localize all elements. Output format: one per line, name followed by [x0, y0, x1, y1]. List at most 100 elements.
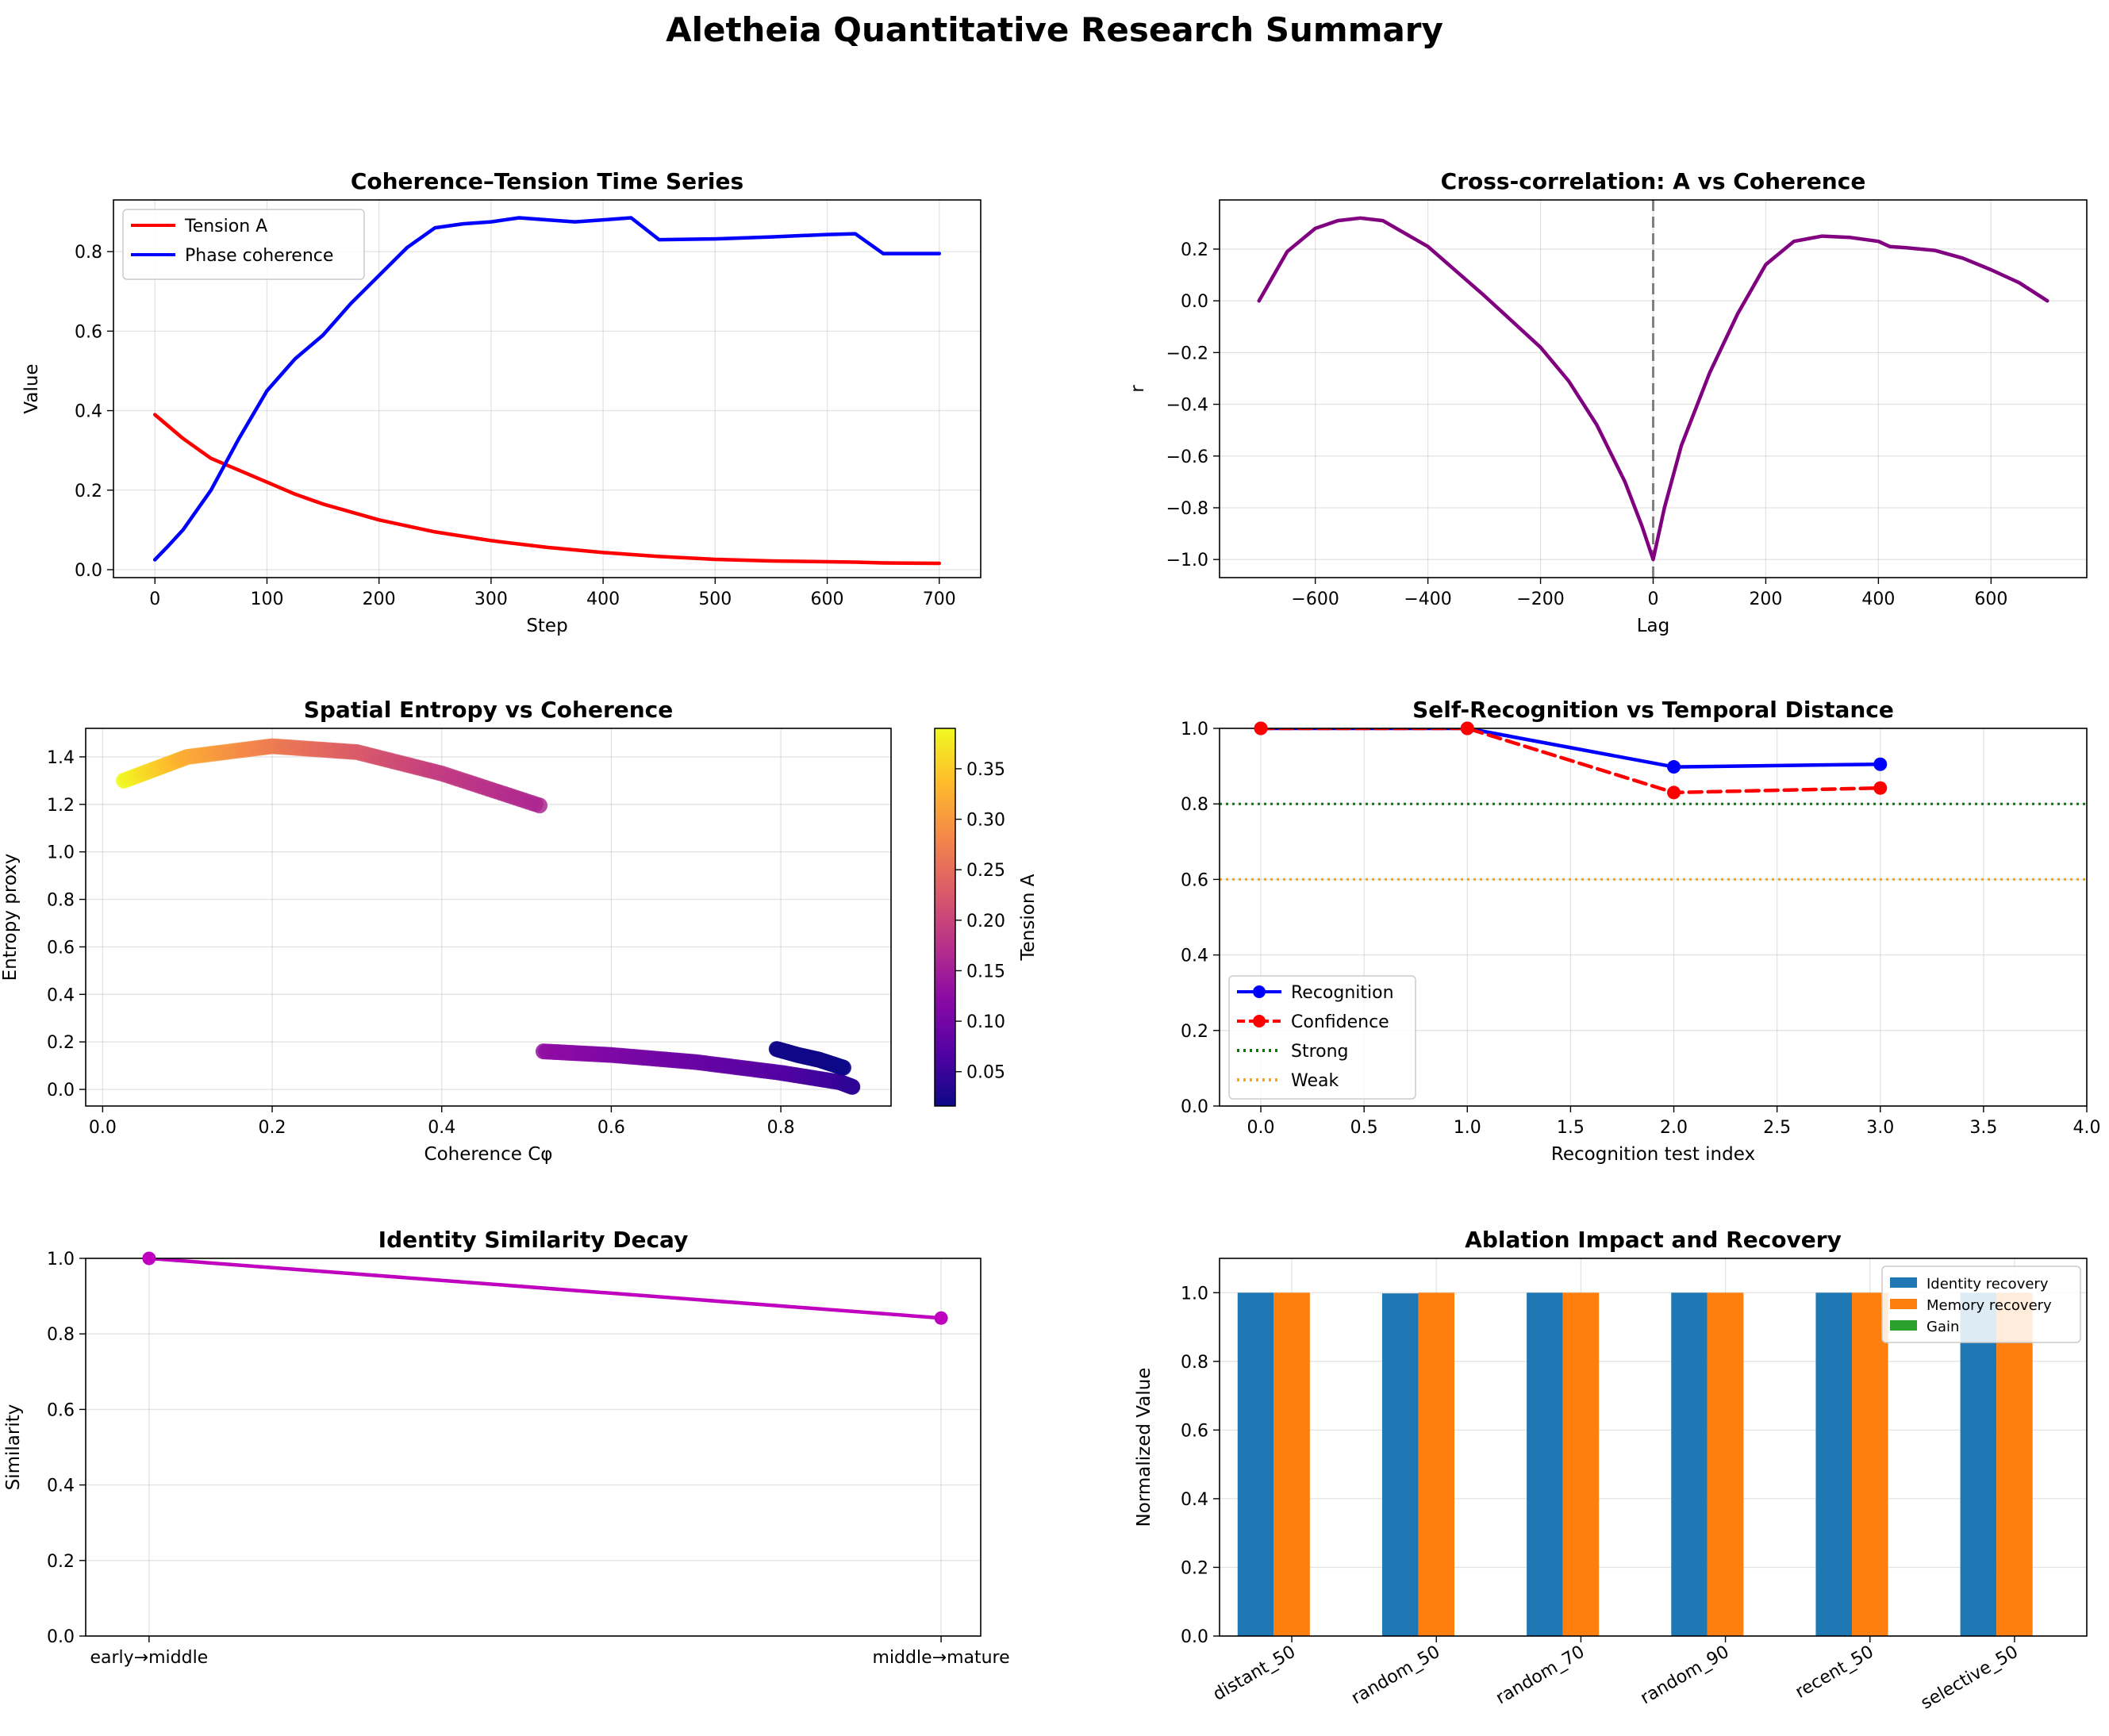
- legend-swatch: [1890, 1299, 1917, 1309]
- colorbar-label: Tension A: [1018, 874, 1039, 961]
- x-tick-label: 0: [149, 590, 160, 609]
- y-tick-label: 0.6: [47, 938, 75, 958]
- legend-entry: Tension A: [184, 217, 267, 236]
- y-tick-label: 1.0: [47, 843, 75, 863]
- legend-entry: Identity recovery: [1927, 1276, 2049, 1292]
- x-tick-label: 0.0: [89, 1118, 117, 1138]
- data-point: [1460, 721, 1474, 735]
- legend-entry: Gain: [1927, 1319, 1959, 1335]
- y-tick-label: 0.8: [47, 1325, 75, 1345]
- bar: [1851, 1292, 1888, 1636]
- panel-ablation: distant_50 random_50 random_70 random_90 rec…: [1134, 1227, 2088, 1714]
- y-tick-label: 0.0: [1181, 1627, 1208, 1647]
- y-tick-label: 1.0: [1181, 720, 1208, 739]
- y-tick-label: 0.0: [1181, 1097, 1208, 1117]
- data-point: [1254, 721, 1268, 735]
- panel-title: Spatial Entropy vs Coherence: [304, 697, 674, 723]
- y-tick-label: 0.6: [75, 322, 102, 342]
- y-tick-label: 1.0: [47, 1250, 75, 1269]
- colorbar-tick-label: 0.05: [966, 1063, 1005, 1083]
- legend-marker: [1253, 1015, 1266, 1027]
- plot-area: [1237, 1292, 2033, 1636]
- y-axis-label: Normalized Value: [1134, 1368, 1154, 1527]
- plot-area: [152, 216, 942, 566]
- legend: Tension A Phase coherence: [122, 209, 365, 280]
- y-tick-label: 0.4: [75, 402, 102, 422]
- data-point: [1667, 760, 1681, 774]
- y-axis-label: r: [1127, 385, 1148, 393]
- x-tick-label: 4.0: [2073, 1118, 2101, 1138]
- x-tick-label: 0.0: [1247, 1118, 1275, 1138]
- plot-area: [147, 1258, 943, 1320]
- legend-entry: Weak: [1291, 1071, 1339, 1091]
- y-tick-label: 0.2: [1181, 1558, 1208, 1578]
- x-axis-label: Step: [526, 616, 567, 636]
- y-tick-label: 0.0: [75, 561, 102, 581]
- panel-title: Cross-correlation: A vs Coherence: [1441, 168, 1866, 194]
- legend: Recognition Confidence Strong Weak: [1228, 975, 1416, 1100]
- bar: [1960, 1292, 1997, 1636]
- x-tick-label: 200: [363, 590, 396, 609]
- x-tick-label: 1.5: [1557, 1118, 1585, 1138]
- scatter-point: [844, 1078, 861, 1095]
- x-axis-label: Recognition test index: [1551, 1144, 1755, 1165]
- y-tick-label: 0.6: [1181, 1421, 1208, 1441]
- y-tick-label: 0.4: [47, 985, 75, 1005]
- series-line-1: [152, 216, 942, 562]
- y-tick-label: 0.8: [75, 243, 102, 263]
- x-tick-label: 0: [1648, 590, 1659, 609]
- legend-frame: [122, 209, 365, 280]
- series-line-0: [1258, 728, 1883, 769]
- axes-frame: [1219, 728, 2088, 1107]
- colorbar-tick-label: 0.15: [966, 962, 1005, 981]
- x-tick-label: 600: [1974, 590, 2007, 609]
- colorbar-tick-label: 0.25: [966, 861, 1005, 881]
- y-tick-label: 0.2: [47, 1033, 75, 1053]
- panel-recognition: 0.0 0.5 1.0 1.5 2.0 2.5 3.0 3.5 4.0 0.0 0.2 0.4 0.6 0…: [1181, 697, 2101, 1165]
- legend: Identity recovery Memory recovery Gain: [1881, 1266, 2081, 1343]
- y-tick-label: 0.2: [1181, 1022, 1208, 1042]
- y-tick-label: 0.4: [1181, 1490, 1208, 1510]
- bar: [1671, 1292, 1708, 1636]
- bar: [1562, 1292, 1600, 1636]
- x-tick-label: −600: [1291, 590, 1339, 609]
- y-tick-label: 0.8: [47, 891, 75, 911]
- plot-area: [1220, 728, 2087, 881]
- x-tick-label: 2.5: [1763, 1118, 1791, 1138]
- y-tick-label: 1.0: [1181, 1284, 1208, 1304]
- bar: [1996, 1292, 2033, 1636]
- axes-frame: [1219, 1258, 2088, 1637]
- y-tick-label: 0.2: [47, 1552, 75, 1572]
- x-tick-label: 100: [250, 590, 283, 609]
- x-tick-label: 400: [586, 590, 620, 609]
- legend-swatch: [1890, 1320, 1917, 1331]
- x-tick-label: 300: [474, 590, 508, 609]
- figure-title: Aletheia Quantitative Research Summary: [666, 10, 1443, 49]
- panel-title: Identity Similarity Decay: [378, 1227, 689, 1253]
- y-tick-label: 0.0: [1181, 292, 1208, 312]
- bar: [1815, 1292, 1852, 1636]
- panel-xcorr: −600 −400 −200 0 200 400 600 −1.0 −0.8 −0.6 −0.4 −0…: [1127, 168, 2088, 636]
- x-tick-label: 0.5: [1350, 1118, 1378, 1138]
- colorbar-tick-label: 0.35: [966, 760, 1005, 780]
- legend-entry: Strong: [1291, 1042, 1349, 1062]
- x-tick-label: 500: [698, 590, 732, 609]
- x-tick-label: 600: [811, 590, 844, 609]
- scatter-point: [532, 797, 548, 814]
- x-tick-label: 400: [1861, 590, 1895, 609]
- y-tick-label: 0.4: [1181, 947, 1208, 966]
- plot-area: [116, 738, 861, 1095]
- y-tick-label: 1.4: [47, 748, 75, 768]
- y-axis-label: Entropy proxy: [0, 854, 21, 981]
- legend-entry: Phase coherence: [185, 246, 333, 266]
- data-point: [1667, 785, 1681, 800]
- series-line-0: [147, 1258, 943, 1320]
- y-tick-label: 1.2: [47, 796, 75, 816]
- y-tick-label: 0.8: [1181, 795, 1208, 815]
- bar: [1273, 1292, 1310, 1636]
- x-tick-label: 2.0: [1660, 1118, 1688, 1138]
- x-tick-label: 3.5: [1969, 1118, 1997, 1138]
- y-tick-label: −1.0: [1166, 551, 1208, 570]
- series-line-1: [1258, 728, 1883, 795]
